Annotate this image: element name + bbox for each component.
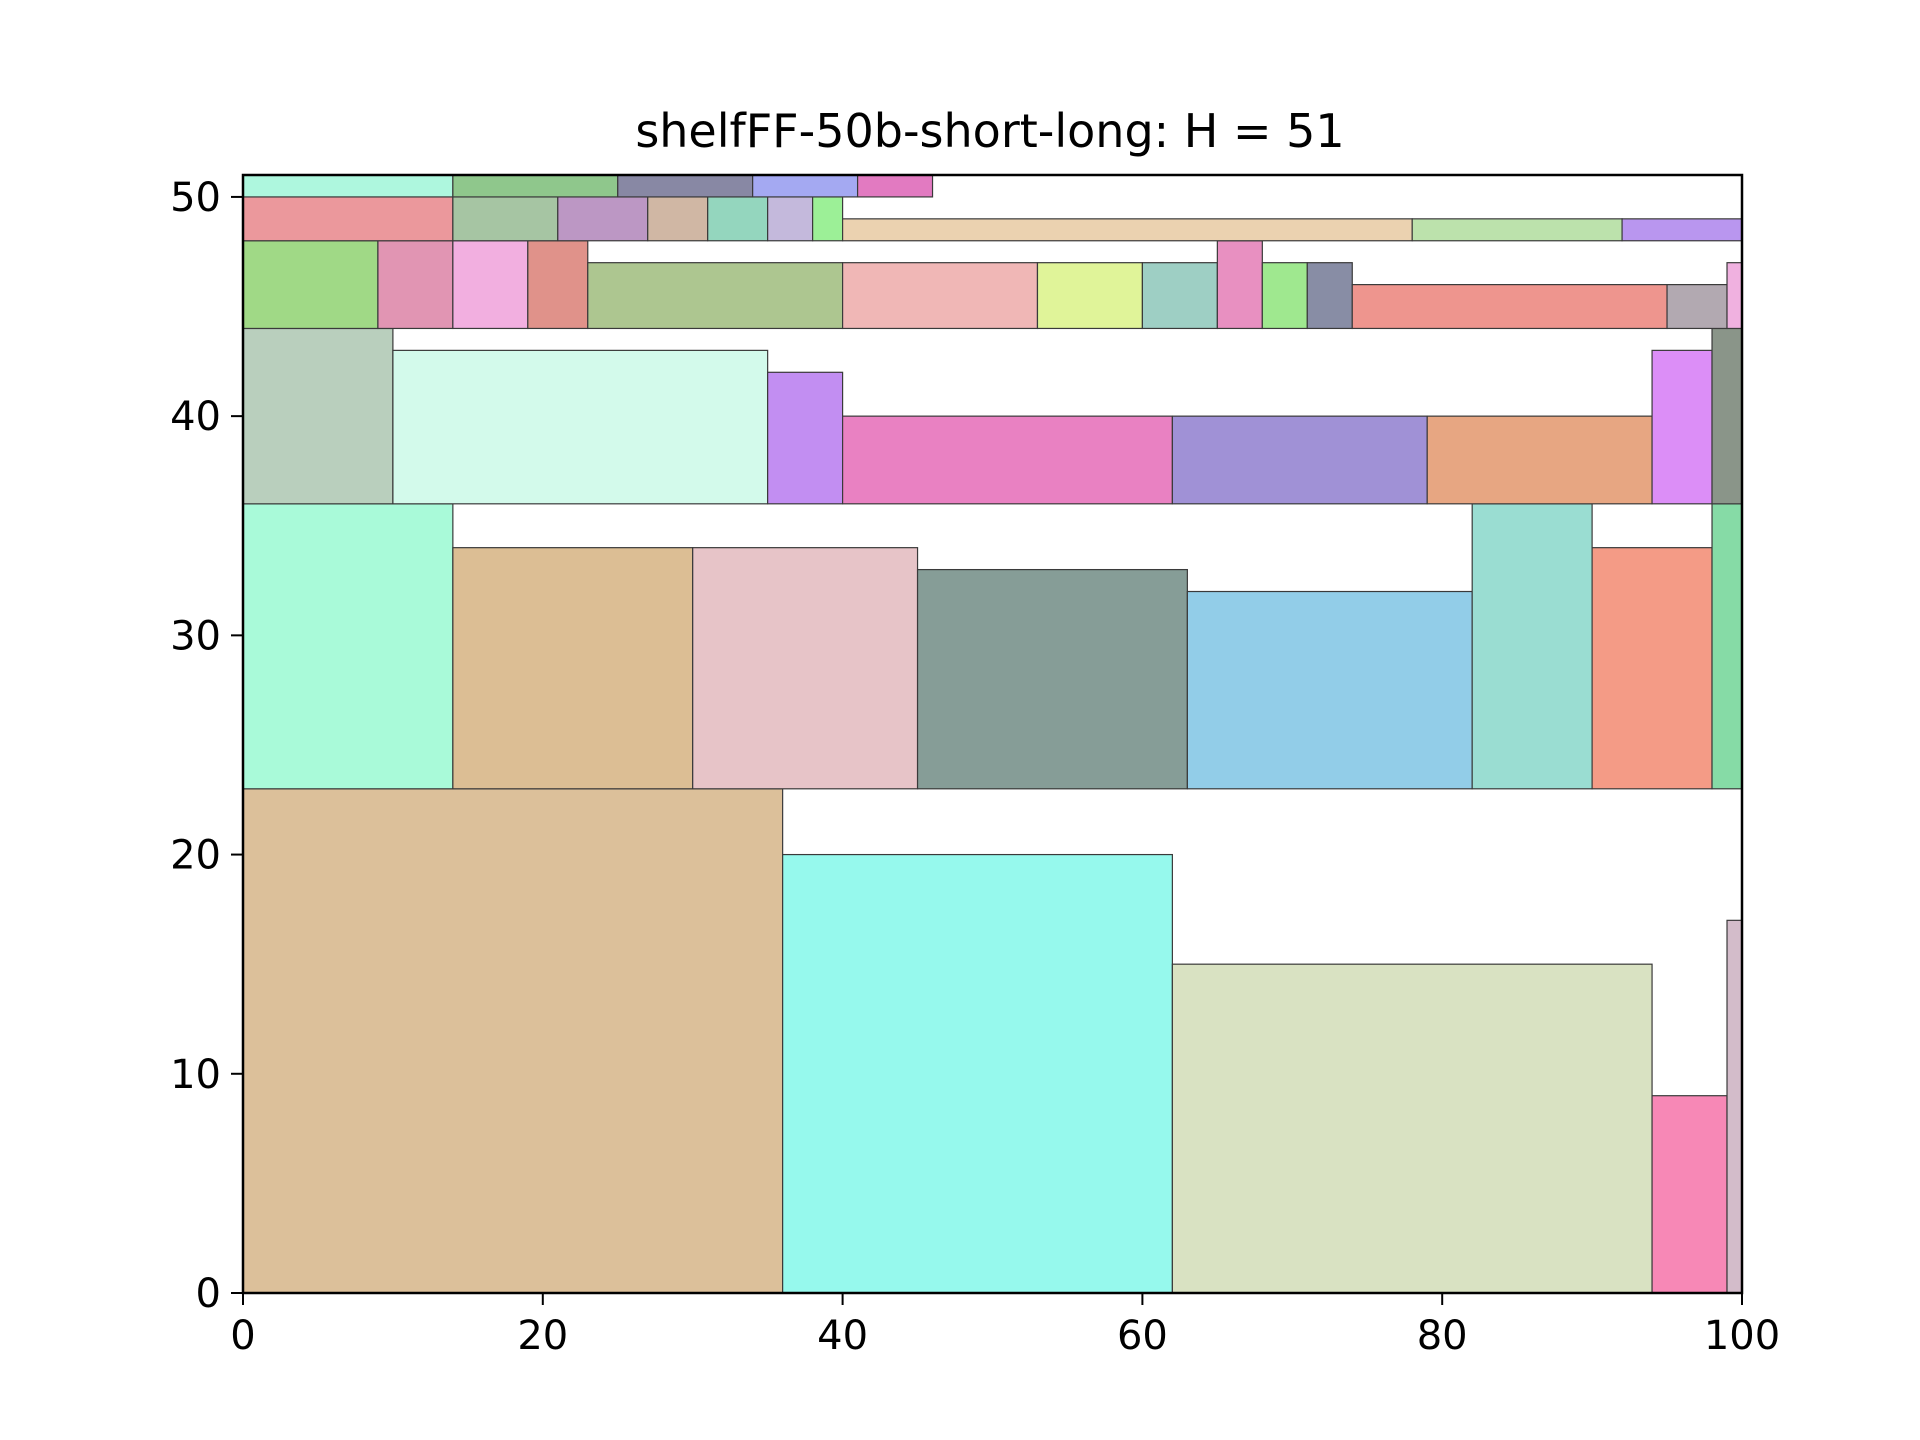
packed-rectangle (242, 240, 379, 330)
packed-rectangle (617, 174, 754, 198)
packed-rectangle (1171, 415, 1428, 505)
packed-rectangle (1216, 240, 1263, 330)
packed-rectangle (767, 371, 844, 505)
x-tick-label: 100 (1704, 1313, 1780, 1359)
packed-rectangle (557, 196, 649, 242)
packed-rectangle (841, 262, 1039, 330)
packed-rectangle (1471, 503, 1593, 790)
y-tick-label: 30 (170, 613, 221, 659)
x-tick-label: 60 (1117, 1313, 1168, 1359)
plot-frame (241, 173, 1744, 1295)
packed-rectangle (452, 547, 694, 790)
packed-rectangle (1306, 262, 1353, 330)
x-tick-label: 0 (230, 1313, 255, 1359)
packed-rectangle (1426, 415, 1653, 505)
packed-rectangle (242, 196, 454, 242)
packed-rectangle (812, 196, 844, 242)
packed-rectangle (1711, 503, 1743, 790)
packed-rectangle (647, 196, 709, 242)
packed-rectangle (377, 240, 454, 330)
packed-rectangle (752, 174, 859, 198)
y-tick-label: 10 (170, 1052, 221, 1098)
packed-rectangle (452, 240, 529, 330)
packed-rectangle (1726, 262, 1743, 330)
packed-rectangle (856, 174, 934, 198)
packed-rectangle (1351, 284, 1668, 330)
packed-rectangle (587, 262, 844, 330)
packed-rectangle (692, 547, 919, 790)
packed-rectangle (1411, 218, 1623, 242)
packed-rectangle (242, 503, 454, 790)
packed-rectangle (767, 196, 814, 242)
y-tick-label: 0 (196, 1271, 221, 1317)
packed-rectangle (841, 218, 1413, 242)
packed-rectangle (392, 349, 769, 505)
packed-rectangle (1186, 590, 1473, 790)
packed-rectangle (1261, 262, 1308, 330)
packed-rectangle (1666, 284, 1728, 330)
packed-rectangle (1621, 218, 1743, 242)
y-tick-label: 50 (170, 175, 221, 221)
packed-rectangle (916, 568, 1188, 790)
packed-rectangle (242, 327, 394, 505)
packed-rectangle (1591, 547, 1713, 790)
packed-rectangle (452, 196, 559, 242)
x-tick-label: 20 (517, 1313, 568, 1359)
packed-rectangle (452, 174, 619, 198)
packed-rectangle (1141, 262, 1218, 330)
packed-rectangle (527, 240, 589, 330)
packed-rectangle (1726, 919, 1743, 1294)
packed-rectangle (242, 174, 454, 198)
packed-rectangle (1171, 963, 1653, 1294)
packed-rectangle (242, 788, 784, 1294)
y-tick-label: 40 (170, 394, 221, 440)
rectangles-group (242, 174, 1743, 1294)
packed-rectangle (1711, 327, 1743, 505)
chart-title: shelfFF-50b-short-long: H = 51 (635, 104, 1344, 158)
packed-rectangle (782, 853, 1173, 1294)
y-tick-label: 20 (170, 833, 221, 879)
x-tick-label: 40 (817, 1313, 868, 1359)
axes-group: 0 20 40 60 80 100 0 10 20 30 40 50 (170, 173, 1780, 1359)
x-tick-label: 80 (1417, 1313, 1468, 1359)
packed-rectangle (1651, 349, 1713, 505)
packed-rectangle (1651, 1095, 1728, 1294)
packed-rectangle (1036, 262, 1143, 330)
packed-rectangle (841, 415, 1173, 505)
packed-rectangle (707, 196, 769, 242)
